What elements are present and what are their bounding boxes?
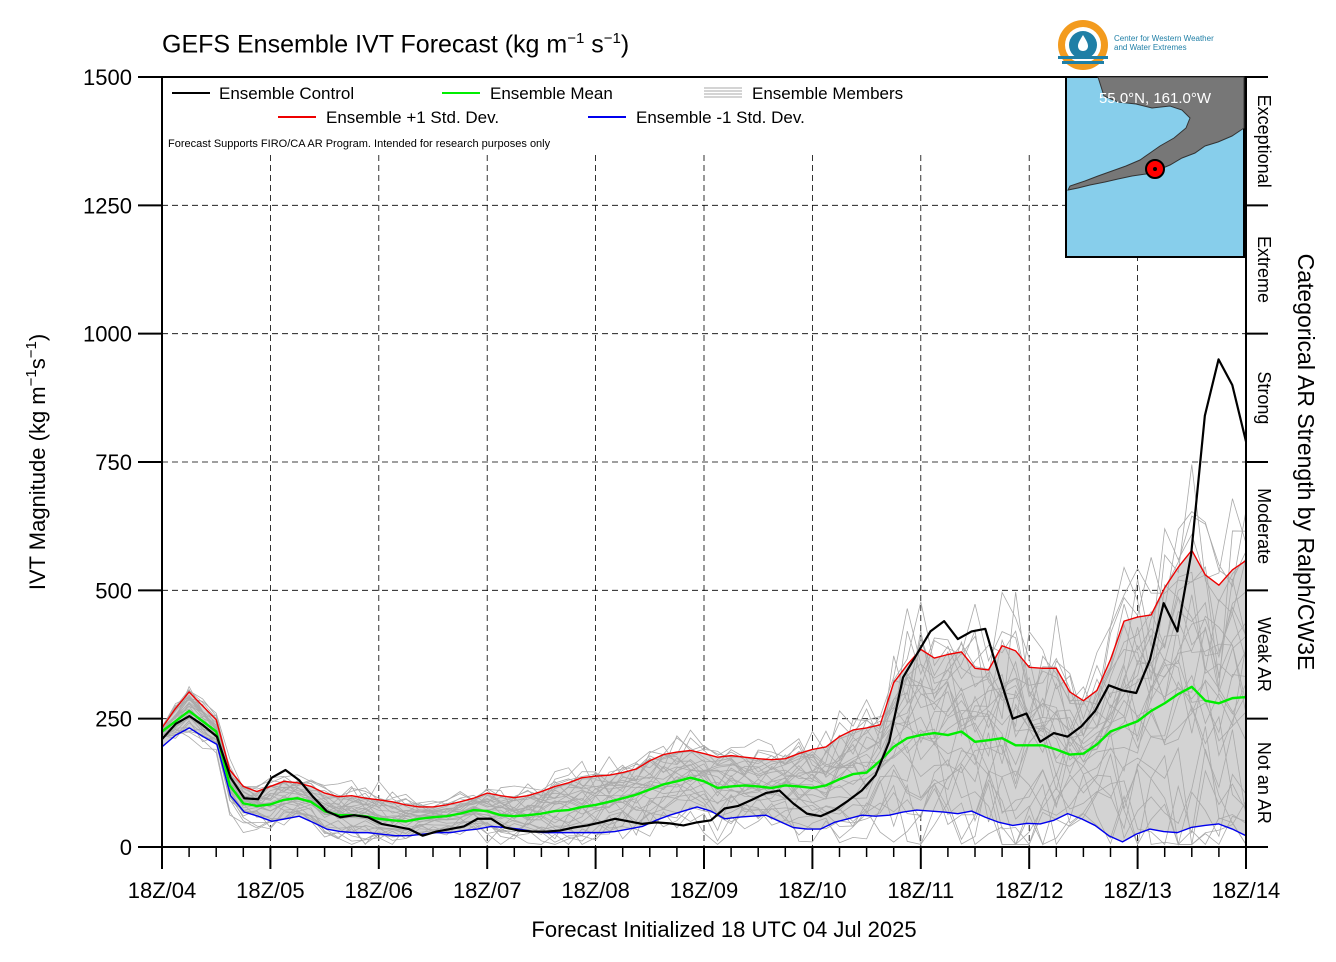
ensemble-member-line — [161, 619, 1247, 825]
ensemble-member-line — [161, 645, 1247, 828]
category-label: Weak AR — [1254, 617, 1274, 692]
y-tick-label: 750 — [95, 450, 132, 475]
x-tick-label: 18Z/11 — [887, 878, 954, 903]
right-axis-label: Categorical AR Strength by Ralph/CW3E — [1293, 254, 1319, 671]
category-label: Moderate — [1254, 488, 1274, 564]
std-dev-band — [162, 550, 1246, 842]
category-label: Strong — [1254, 371, 1274, 424]
ensemble-member-line — [161, 596, 1247, 820]
category-label: Exceptional — [1254, 95, 1274, 188]
legend-plus-std-label: Ensemble +1 Std. Dev. — [326, 108, 499, 127]
x-tick-label: 18Z/07 — [453, 878, 522, 903]
y-tick-label: 250 — [95, 707, 132, 732]
x-tick-label: 18Z/08 — [561, 878, 630, 903]
ensemble-member-line — [161, 498, 1247, 813]
ensemble-member-line — [161, 722, 1247, 846]
legend-control-label: Ensemble Control — [219, 84, 354, 103]
x-tick-label: 18Z/09 — [670, 878, 739, 903]
ensemble-member-line — [161, 728, 1247, 846]
location-marker-dot — [1153, 167, 1157, 171]
legend-minus-std-label: Ensemble -1 Std. Dev. — [636, 108, 805, 127]
series-lines — [161, 358, 1248, 843]
ensemble-member-line — [161, 510, 1247, 808]
x-axis-label: Forecast Initialized 18 UTC 04 Jul 2025 — [531, 917, 916, 942]
ensemble-member-line — [161, 594, 1247, 816]
series-plus_std-line — [161, 549, 1247, 808]
series-control-line — [161, 358, 1248, 837]
cw3e-logo-icon — [1058, 20, 1108, 70]
series-minus_std-line — [161, 727, 1247, 843]
cw3e-logo: Center for Western Weather and Water Extr… — [1056, 18, 1246, 72]
legend: Ensemble Control Ensemble Mean Ensemble … — [172, 84, 903, 127]
y-tick-label: 500 — [95, 578, 132, 603]
x-tick-label: 18Z/14 — [1212, 878, 1281, 903]
cw3e-logo-text: Center for Western Weather and Water Extr… — [1114, 34, 1214, 52]
location-inset-map — [1065, 76, 1245, 258]
x-tick-label: 18Z/12 — [995, 878, 1064, 903]
x-tick-label: 18Z/13 — [1103, 878, 1172, 903]
inset-land — [1067, 76, 1245, 191]
disclaimer-note: Forecast Supports FIRO/CA AR Program. In… — [168, 138, 551, 150]
axes: 0 250 500 750 1000 1250 1500 18Z/04 18Z/05 18Z/06… — [23, 65, 1319, 942]
series-mean-line — [161, 685, 1247, 823]
inset-location-label: 55.0°N, 161.0°W — [1098, 90, 1212, 107]
grid-lines — [162, 155, 1246, 847]
legend-members-label: Ensemble Members — [752, 84, 903, 103]
std-dev-band-fill — [162, 550, 1246, 842]
ensemble-member-line — [161, 681, 1247, 831]
legend-mean-label: Ensemble Mean — [490, 84, 613, 103]
ensemble-member-line — [161, 571, 1247, 814]
category-label: Not an AR — [1254, 742, 1274, 824]
x-tick-label: 18Z/10 — [778, 878, 847, 903]
ensemble-member-line — [161, 729, 1247, 846]
ensemble-member-line — [161, 726, 1247, 840]
ensemble-member-line — [161, 728, 1247, 846]
ensemble-member-line — [161, 731, 1247, 846]
x-tick-label: 18Z/04 — [128, 878, 197, 903]
y-axis-label: IVT Magnitude (kg m−1s−1) — [23, 334, 50, 590]
ensemble-member-line — [161, 659, 1247, 824]
x-tick-label: 18Z/05 — [236, 878, 305, 903]
y-tick-label: 1000 — [83, 322, 132, 347]
ensemble-member-line — [161, 658, 1247, 823]
y-tick-label: 1250 — [83, 193, 132, 218]
chart-title: GEFS Ensemble IVT Forecast (kg m−1 s−1) — [162, 30, 630, 59]
y-tick-label: 1500 — [83, 65, 132, 90]
legend-members-swatch — [704, 87, 742, 98]
ensemble-member-line — [161, 680, 1247, 827]
x-tick-label: 18Z/06 — [345, 878, 414, 903]
y-tick-label: 0 — [120, 835, 132, 860]
ensemble-member-line — [161, 705, 1247, 835]
category-label: Extreme — [1254, 236, 1274, 303]
